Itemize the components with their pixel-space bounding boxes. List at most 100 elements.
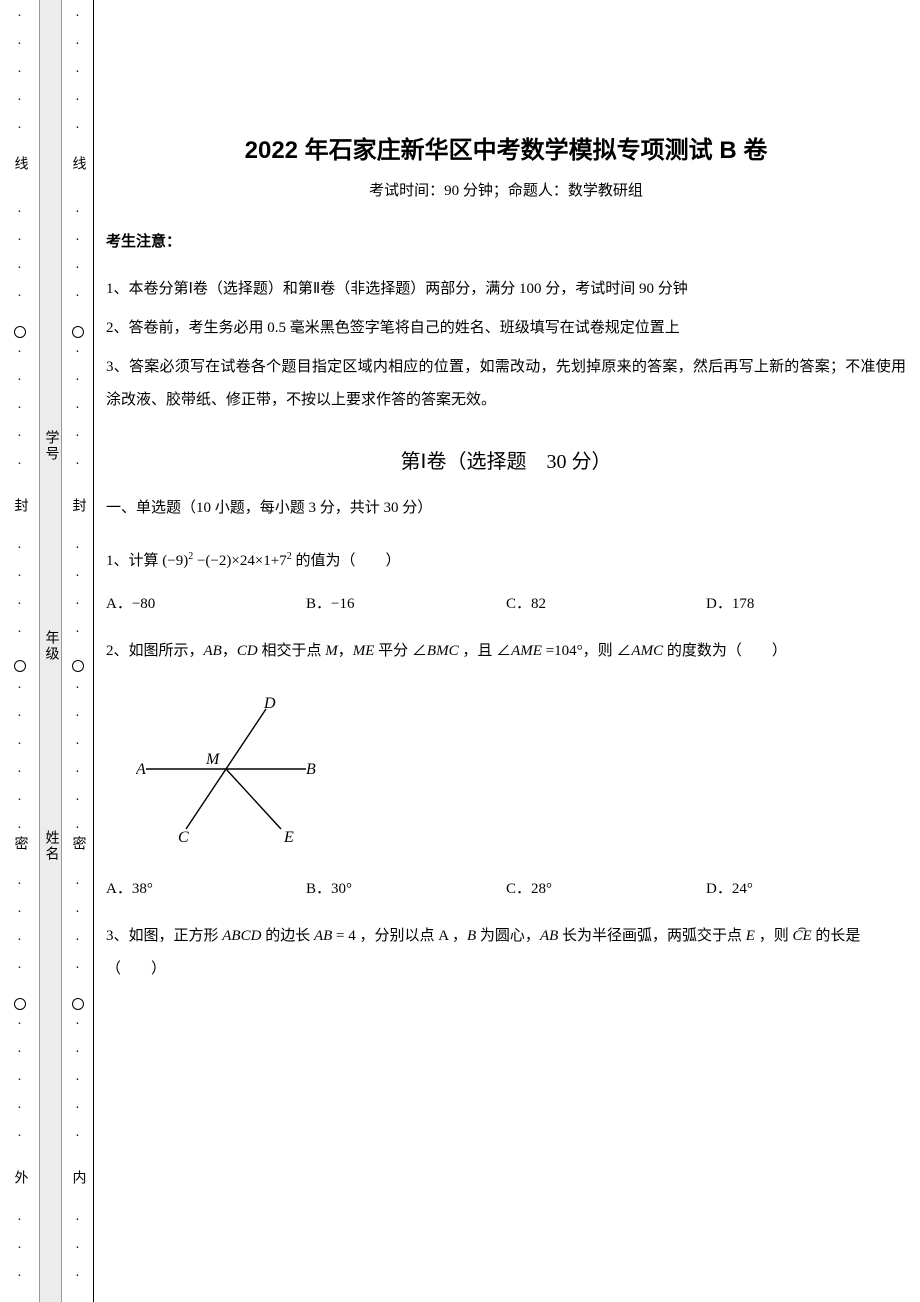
gutter-mid: 学号年级姓名 [40,0,62,1302]
q2-stem: 2、如图所示，AB，CD 相交于点 M，ME 平分 ∠BMC ，且 ∠AME =… [106,643,787,659]
q2-label-e: E [283,829,294,844]
gutter-dot: · [75,710,80,724]
question-3: 3、如图，正方形 ABCD 的边长 AB = 4 ，分别以点 A ，B 为圆心，… [106,920,906,986]
gutter-dot: · [75,458,80,472]
gutter-dot: · [75,822,80,836]
gutter-dot: · [17,570,22,584]
q2-label-c: C [178,829,189,844]
gutter-ring-icon [72,998,84,1010]
gutter-dot: · [17,234,22,248]
gutter-dot: · [75,1270,80,1284]
binding-field-label: 学号 [41,430,61,462]
gutter-dot: · [17,38,22,52]
gutter-inner-dots: 线封密内···································· [62,0,93,1302]
gutter-label: 线 [68,156,88,172]
gutter-outer-dots: 线封密外···································· [0,0,39,1302]
gutter-dot: · [17,794,22,808]
gutter-dot: · [17,822,22,836]
gutter-ring-icon [72,326,84,338]
gutter-dot: · [75,542,80,556]
exam-title: 2022 年石家庄新华区中考数学模拟专项测试 B 卷 [106,130,906,165]
gutter-dot: · [75,346,80,360]
q1-stem-post: 的值为（ ） [292,553,401,569]
notice-2: 2、答卷前，考生务必用 0.5 毫米黑色签字笔将自己的姓名、班级填写在试卷规定位… [106,312,906,345]
gutter-dot: · [17,66,22,80]
q2-figure: A B C D E M [136,694,316,844]
q1-option-a: A．−80 [106,592,306,613]
gutter-dot: · [17,430,22,444]
gutter-dot: · [17,94,22,108]
gutter-label: 线 [10,156,30,172]
gutter-ring-icon [14,326,26,338]
gutter-dot: · [75,290,80,304]
gutter-dot: · [75,374,80,388]
q1-stem-pre: 1、计算 [106,553,162,569]
gutter-dot: · [17,542,22,556]
gutter-label: 封 [68,498,88,514]
gutter-dot: · [17,962,22,976]
gutter-dot: · [75,962,80,976]
gutter-dot: · [17,1102,22,1116]
gutter-ring-icon [72,660,84,672]
gutter-dot: · [75,1018,80,1032]
gutter-dot: · [17,738,22,752]
gutter-dot: · [17,682,22,696]
gutter-dot: · [75,1130,80,1144]
page-content: 2022 年石家庄新华区中考数学模拟专项测试 B 卷 考试时间：90 分钟；命题… [106,0,906,998]
notice-3: 3、答案必须写在试卷各个题目指定区域内相应的位置，如需改动，先划掉原来的答案，然… [106,351,906,417]
gutter-outer: 线封密外···································· [0,0,40,1302]
gutter-dot: · [17,1270,22,1284]
gutter-dot: · [17,458,22,472]
gutter-dot: · [17,402,22,416]
gutter-dot: · [75,10,80,24]
gutter-dot: · [17,374,22,388]
gutter-dot: · [75,430,80,444]
binding-field-label: 年级 [41,630,61,662]
gutter-dot: · [17,878,22,892]
q2-label-a: A [136,761,146,778]
gutter-inner: 线封密内···································· [62,0,94,1302]
gutter-dot: · [75,878,80,892]
gutter-ring-icon [14,660,26,672]
gutter-dot: · [75,206,80,220]
gutter-dot: · [75,570,80,584]
gutter-dot: · [75,38,80,52]
q1-option-d: D．178 [706,592,906,613]
gutter-label: 封 [10,498,30,514]
gutter-dot: · [17,766,22,780]
q1-option-c: C．82 [506,592,706,613]
gutter-dot: · [75,1046,80,1060]
q1-options: A．−80 B．−16 C．82 D．178 [106,592,906,613]
gutter-label: 外 [10,1170,30,1186]
gutter-dot: · [17,1242,22,1256]
gutter-dot: · [75,1242,80,1256]
gutter-dot: · [75,766,80,780]
gutter-dot: · [17,1018,22,1032]
q2-label-d: D [263,695,276,712]
gutter-dot: · [17,710,22,724]
gutter-dot: · [17,1046,22,1060]
gutter-dot: · [17,290,22,304]
gutter-dot: · [17,206,22,220]
gutter-dot: · [17,1214,22,1228]
gutter-dot: · [75,402,80,416]
exam-subtitle: 考试时间：90 分钟；命题人：数学教研组 [106,179,906,200]
q2-option-b: B．30° [306,877,506,898]
gutter-label: 密 [68,836,88,852]
gutter-dot: · [75,1102,80,1116]
gutter-label: 密 [10,836,30,852]
gutter-dot: · [75,682,80,696]
q2-label-m: M [205,751,221,768]
q1-option-b: B．−16 [306,592,506,613]
gutter-dot: · [75,234,80,248]
gutter-ring-icon [14,998,26,1010]
q2-label-b: B [306,761,316,778]
gutter-label: 内 [68,1170,88,1186]
q2-option-c: C．28° [506,877,706,898]
gutter-dot: · [75,262,80,276]
gutter-dot: · [17,598,22,612]
gutter-dot: · [75,738,80,752]
q2-option-a: A．38° [106,877,306,898]
section-1-header: 第Ⅰ卷（选择题 30 分） [106,445,906,474]
q1-expression: (−9)2 −(−2)×24×1+72 [162,553,292,569]
